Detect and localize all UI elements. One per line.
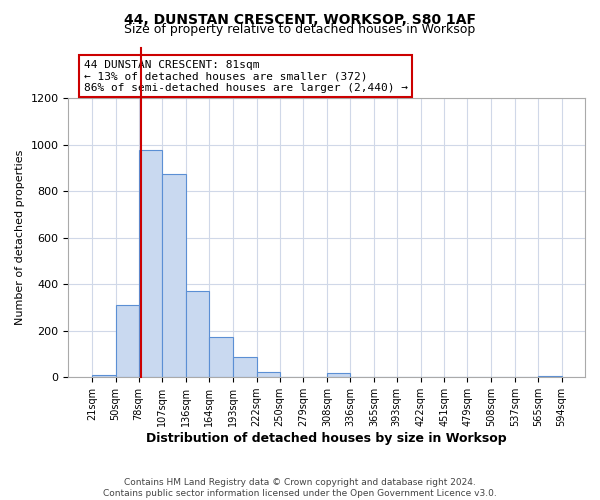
- Bar: [163, 174, 186, 377]
- Bar: [209, 336, 233, 377]
- Text: 44 DUNSTAN CRESCENT: 81sqm
← 13% of detached houses are smaller (372)
86% of sem: 44 DUNSTAN CRESCENT: 81sqm ← 13% of deta…: [84, 60, 408, 93]
- Bar: [186, 292, 209, 377]
- Bar: [538, 376, 562, 377]
- Bar: [116, 305, 139, 377]
- Bar: [92, 375, 116, 377]
- X-axis label: Distribution of detached houses by size in Worksop: Distribution of detached houses by size …: [146, 432, 507, 445]
- Bar: [257, 372, 280, 377]
- Bar: [327, 372, 350, 377]
- Text: 44, DUNSTAN CRESCENT, WORKSOP, S80 1AF: 44, DUNSTAN CRESCENT, WORKSOP, S80 1AF: [124, 12, 476, 26]
- Bar: [233, 358, 257, 377]
- Text: Contains HM Land Registry data © Crown copyright and database right 2024.
Contai: Contains HM Land Registry data © Crown c…: [103, 478, 497, 498]
- Bar: [139, 150, 163, 377]
- Text: Size of property relative to detached houses in Worksop: Size of property relative to detached ho…: [124, 22, 476, 36]
- Y-axis label: Number of detached properties: Number of detached properties: [15, 150, 25, 326]
